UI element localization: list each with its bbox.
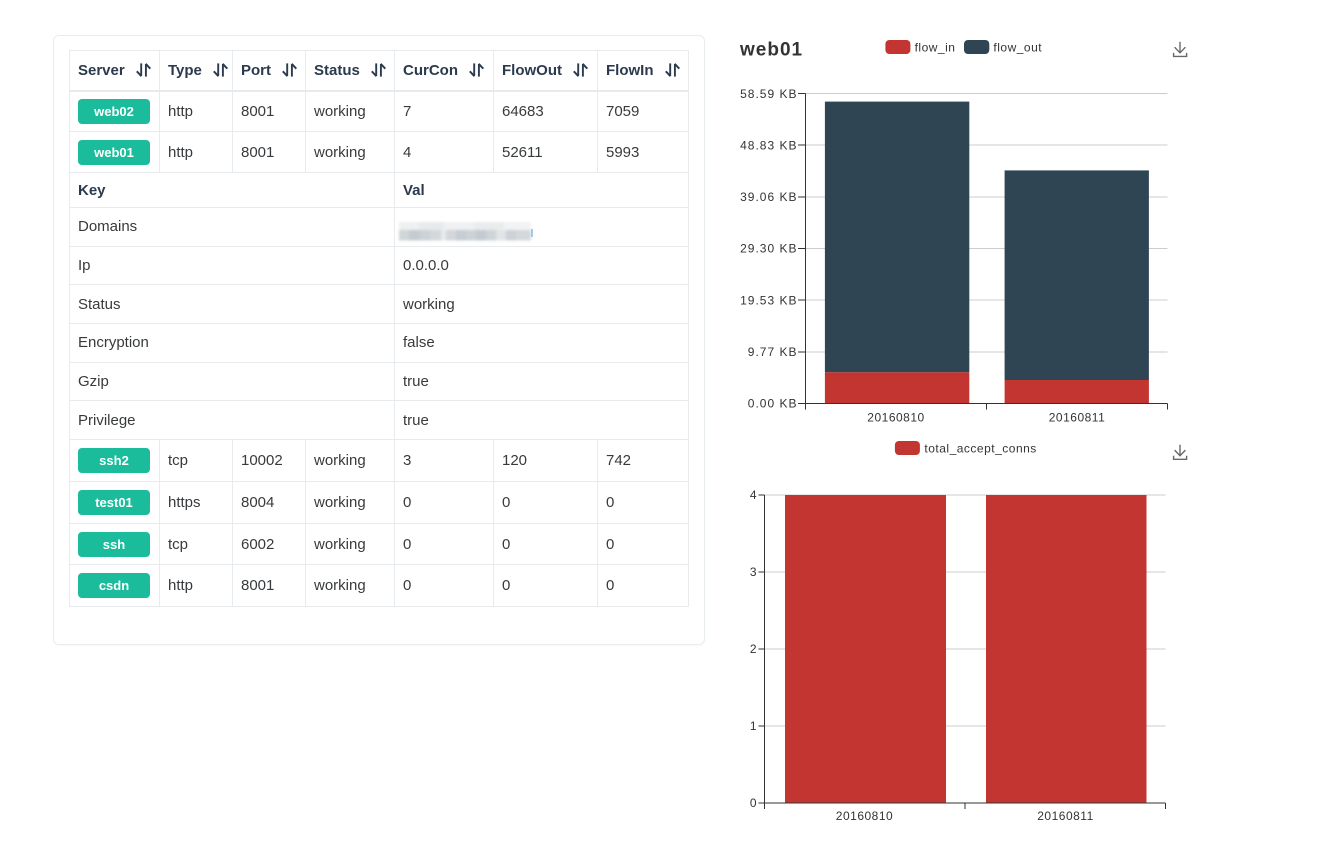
svg-text:20160810: 20160810	[836, 809, 893, 823]
svg-text:29.30 KB: 29.30 KB	[740, 242, 797, 256]
svg-text:0: 0	[750, 796, 757, 810]
svg-text:4: 4	[750, 488, 757, 502]
svg-text:1: 1	[750, 719, 757, 733]
svg-text:20160811: 20160811	[1037, 809, 1094, 823]
svg-text:0.00 KB: 0.00 KB	[748, 397, 798, 411]
svg-text:2: 2	[750, 642, 757, 656]
svg-text:web01: web01	[739, 40, 803, 61]
svg-text:48.83 KB: 48.83 KB	[740, 138, 797, 152]
svg-text:flow_in: flow_in	[915, 41, 956, 55]
svg-text:3: 3	[750, 565, 757, 579]
svg-text:39.06 KB: 39.06 KB	[740, 190, 797, 204]
svg-text:19.53 KB: 19.53 KB	[740, 293, 797, 307]
svg-text:20160811: 20160811	[1049, 411, 1106, 425]
svg-text:20160810: 20160810	[867, 411, 924, 425]
svg-text:total_accept_conns: total_accept_conns	[924, 442, 1036, 456]
svg-text:58.59 KB: 58.59 KB	[740, 87, 797, 101]
svg-text:flow_out: flow_out	[993, 41, 1042, 55]
svg-text:9.77 KB: 9.77 KB	[748, 345, 798, 359]
